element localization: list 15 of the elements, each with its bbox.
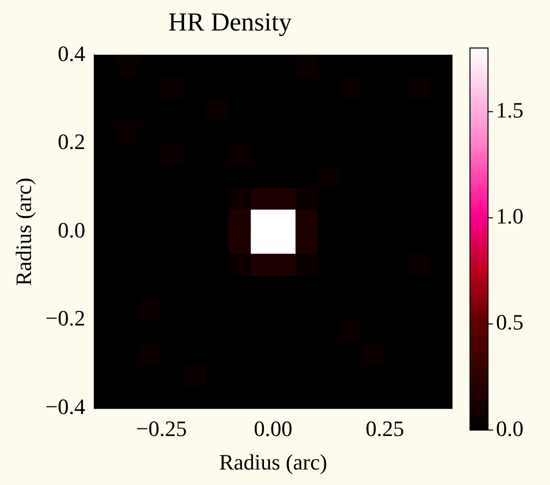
chart-title: HR Density — [168, 7, 292, 36]
x-tick-label: −0.25 — [136, 416, 187, 442]
color-bar-label: 0.0 — [496, 416, 524, 441]
color-bar-label: 1.5 — [496, 97, 524, 122]
x-axis-title: Radius (arc) — [219, 450, 328, 475]
y-tick-label: −0.4 — [45, 394, 86, 419]
x-tick-label: 0.25 — [366, 416, 404, 442]
y-tick-label: 0.4 — [58, 40, 86, 66]
y-tick-label: 0.0 — [58, 217, 86, 242]
y-axis-title: Radius (arc) — [10, 178, 36, 286]
y-tick-label: 0.2 — [58, 129, 86, 154]
color-bar-label: 0.5 — [496, 310, 524, 335]
y-tick-label: −0.2 — [45, 306, 86, 331]
color-bar-label: 1.0 — [496, 204, 524, 229]
x-tick-label: 0.00 — [254, 416, 292, 442]
